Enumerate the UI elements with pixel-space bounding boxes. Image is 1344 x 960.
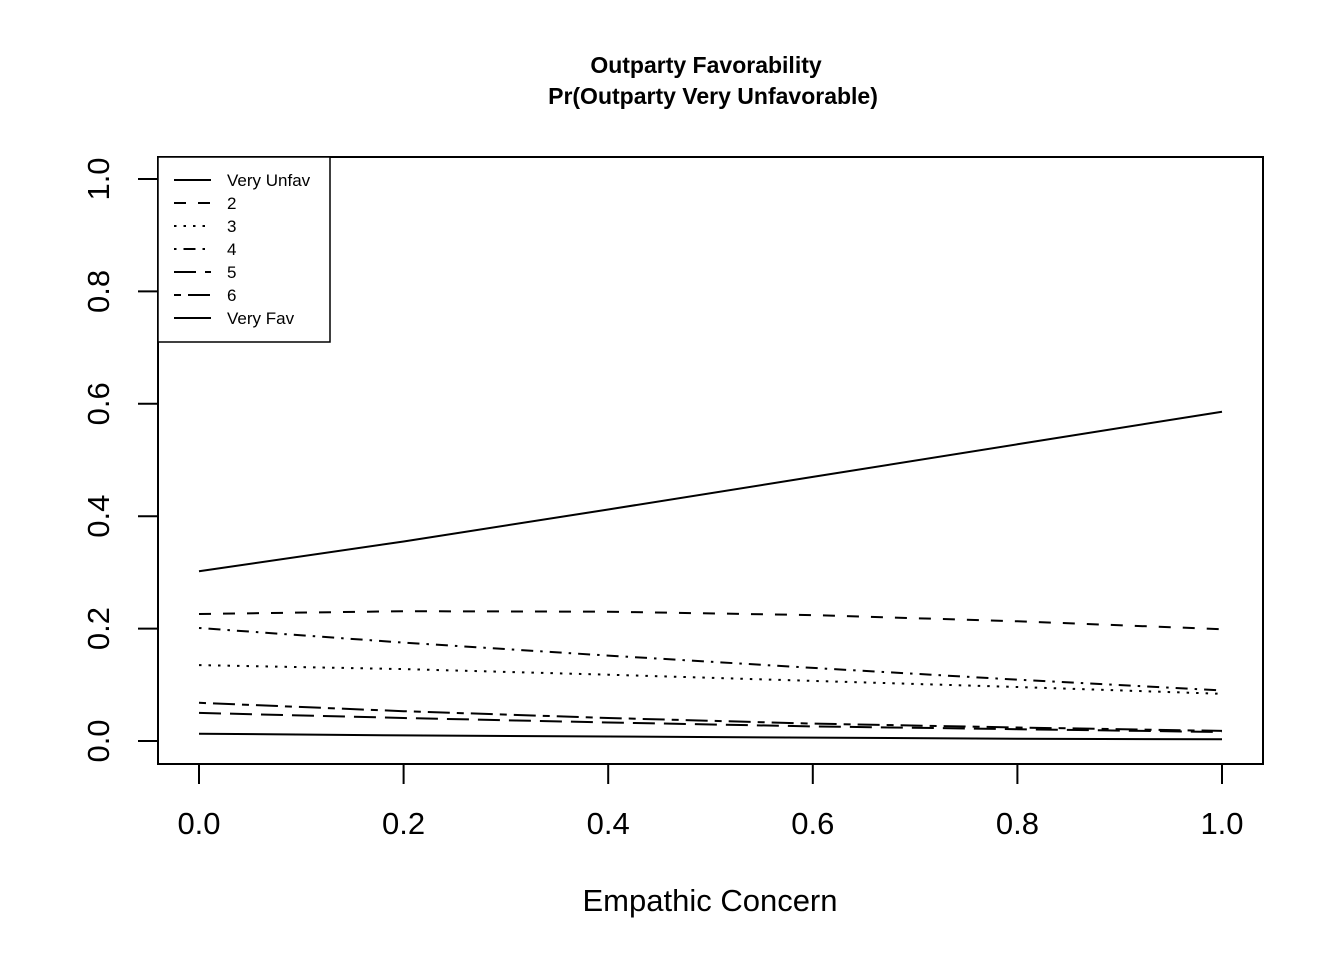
legend-label: 6 xyxy=(227,286,236,305)
legend-label: Very Fav xyxy=(227,309,295,328)
x-tick-label: 0.0 xyxy=(177,806,220,841)
y-axis: 0.0 0.2 0.4 0.6 0.8 1.0 xyxy=(81,157,159,763)
chart-title: Outparty Favorability xyxy=(590,52,822,78)
series-line-2 xyxy=(198,610,1223,631)
y-tick-label: 0.4 xyxy=(81,495,116,538)
series-line-5 xyxy=(198,711,1223,733)
y-tick-label: 0.6 xyxy=(81,382,116,425)
chart-subtitle: Pr(Outparty Very Unfavorable) xyxy=(548,83,878,109)
y-tick-label: 0.0 xyxy=(81,719,116,762)
legend-label: 3 xyxy=(227,217,236,236)
legend: Very Unfav 2 3 4 5 6 Very Fav xyxy=(157,156,331,343)
legend-label: 4 xyxy=(227,240,236,259)
y-tick-label: 1.0 xyxy=(81,157,116,200)
series-line-3 xyxy=(198,664,1223,695)
series-line-6 xyxy=(198,701,1223,732)
series-line-4 xyxy=(198,627,1223,692)
y-tick-label: 0.8 xyxy=(81,270,116,313)
x-axis-label: Empathic Concern xyxy=(582,883,837,918)
series-line-1 xyxy=(198,410,1223,573)
series-lines xyxy=(198,410,1223,741)
x-tick-label: 0.6 xyxy=(791,806,834,841)
series-line-7 xyxy=(198,732,1223,741)
legend-label: 5 xyxy=(227,263,236,282)
y-tick-label: 0.2 xyxy=(81,607,116,650)
x-axis: 0.0 0.2 0.4 0.6 0.8 1.0 xyxy=(177,763,1244,841)
x-tick-label: 0.2 xyxy=(382,806,425,841)
x-tick-label: 0.4 xyxy=(587,806,630,841)
x-tick-label: 0.8 xyxy=(996,806,1039,841)
legend-label: 2 xyxy=(227,194,236,213)
legend-label: Very Unfav xyxy=(227,171,311,190)
x-tick-label: 1.0 xyxy=(1200,806,1243,841)
